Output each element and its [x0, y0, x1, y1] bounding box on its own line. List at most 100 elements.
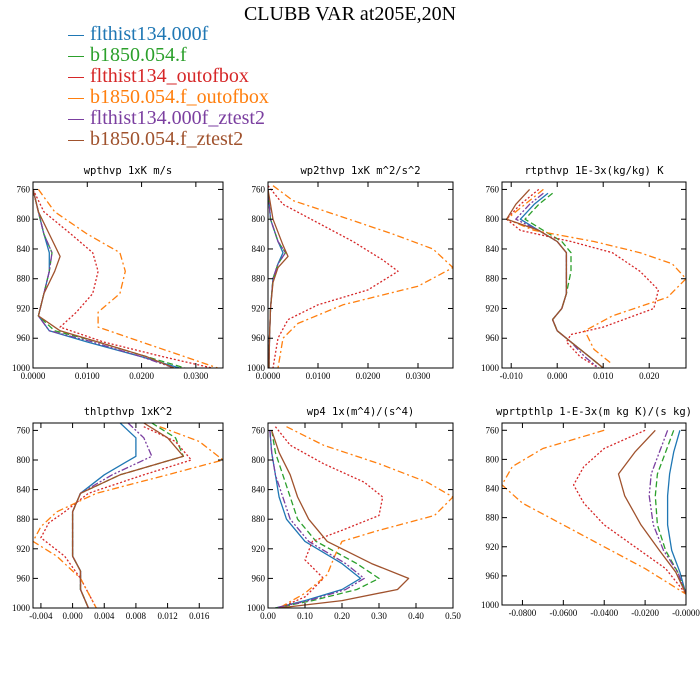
panel-title: wp2thvp 1xK m^2/s^2 [300, 165, 420, 177]
x-tick-label: 0.00 [260, 611, 276, 621]
y-tick-label: 840 [252, 485, 266, 495]
x-tick-label: -0.0600 [549, 608, 577, 618]
y-tick-label: 760 [486, 425, 500, 435]
y-tick-label: 1000 [481, 600, 500, 610]
legend-swatch [68, 76, 84, 78]
x-tick-label: 0.0000 [21, 371, 46, 381]
y-tick-label: 960 [486, 333, 500, 343]
x-tick-label: 0.10 [297, 611, 313, 621]
legend-item: b1850.054.f [68, 45, 269, 66]
panel-title: wpthvp 1xK m/s [84, 165, 173, 177]
chart-panel: wp2thvp 1xK m^2/s^2 0.0000 0.0100 0.0200 0.0… [247, 165, 454, 381]
x-tick-label: -0.0000 [672, 608, 700, 618]
series-line [71, 423, 153, 608]
y-tick-label: 960 [252, 333, 266, 343]
y-tick-label: 800 [252, 455, 266, 465]
y-tick-label: 880 [17, 514, 31, 524]
x-tick-label: 0.0100 [75, 371, 100, 381]
series-line [71, 423, 185, 608]
plot-frame [32, 181, 224, 369]
series-line [617, 429, 686, 595]
x-tick-label: 0.30 [371, 611, 387, 621]
legend-item: b1850.054.f_outofbox [68, 87, 269, 108]
x-tick-label: -0.0200 [631, 608, 659, 618]
legend-label: flthist134.000f_ztest2 [90, 107, 265, 129]
x-tick-label: 0.004 [94, 611, 115, 621]
series-line [502, 429, 686, 595]
legend-swatch [68, 118, 84, 120]
panel-title: wp4 1x(m^4)/(s^4) [307, 406, 414, 418]
legend-swatch [68, 139, 84, 141]
y-tick-label: 920 [17, 544, 31, 554]
series-line [33, 189, 175, 368]
series-group [33, 423, 223, 608]
chart-panel: wpthvp 1xK m/s 0.0000 0.0100 0.0200 0.0300 76… [12, 165, 224, 381]
y-tick-label: 920 [252, 303, 266, 313]
series-group [268, 185, 453, 368]
y-tick-label: 920 [486, 542, 500, 552]
legend: flthist134.000f b1850.054.f flthist134_o… [68, 24, 269, 150]
series-line [33, 189, 186, 368]
legend-label: b1850.054.f_outofbox [90, 86, 269, 108]
plot-frame [267, 181, 454, 369]
y-tick-label: 1000 [247, 363, 266, 373]
chart-panel: wprtpthlp 1-E-3x(m kg K)/(s kg) -0.0800 -0… [481, 406, 700, 618]
series-line [524, 192, 604, 368]
series-line [269, 430, 365, 608]
y-tick-label: 880 [17, 274, 31, 284]
y-tick-label: 800 [486, 454, 500, 464]
series-group [502, 429, 686, 595]
legend-label: b1850.054.f_ztest2 [90, 128, 244, 150]
y-tick-label: 880 [486, 513, 500, 523]
y-tick-label: 760 [17, 184, 31, 194]
series-line [274, 426, 384, 608]
chart-panel: rtpthvp 1E-3x(kg/kg) K -0.010 0.000 0.010 0.… [481, 165, 687, 381]
series-line [654, 430, 686, 595]
panel-title: thlpthvp 1xK^2 [84, 406, 173, 418]
legend-swatch [68, 55, 84, 57]
series-line [33, 189, 213, 368]
series-line [71, 423, 185, 608]
series-line [648, 430, 686, 595]
legend-label: flthist134_outofbox [90, 65, 249, 87]
plot-frame [32, 422, 224, 609]
y-tick-label: 960 [252, 573, 266, 583]
y-tick-label: 1000 [12, 603, 31, 613]
y-tick-label: 760 [252, 184, 266, 194]
y-tick-label: 880 [486, 274, 500, 284]
y-tick-label: 960 [17, 333, 31, 343]
y-tick-label: 1000 [12, 363, 31, 373]
y-tick-label: 960 [17, 573, 31, 583]
series-line [268, 189, 289, 368]
y-tick-label: 760 [17, 425, 31, 435]
panel-title: wprtpthlp 1-E-3x(m kg K)/(s kg) [496, 406, 692, 418]
x-tick-label: 0.0300 [406, 371, 431, 381]
series-line [519, 192, 604, 368]
x-tick-label: 0.0200 [356, 371, 381, 381]
legend-label: b1850.054.f [90, 44, 187, 66]
series-group [33, 189, 218, 368]
plot-frame [267, 422, 454, 609]
y-tick-label: 840 [486, 244, 500, 254]
chart-panel: thlpthvp 1xK^2 -0.004 0.000 0.004 0.008 0.012… [12, 406, 224, 621]
y-tick-label: 880 [252, 274, 266, 284]
series-line [33, 189, 180, 368]
series-line [272, 185, 453, 368]
series-line [271, 430, 410, 608]
legend-item: flthist134.000f_ztest2 [68, 108, 269, 129]
y-tick-label: 840 [252, 244, 266, 254]
y-tick-label: 960 [486, 571, 500, 581]
y-tick-label: 840 [486, 484, 500, 494]
chart-panel: wp4 1x(m^4)/(s^4) 0.00 0.10 0.20 0.30 0.40 0.5… [247, 406, 461, 621]
x-tick-label: -0.004 [29, 611, 53, 621]
x-tick-label: 0.50 [445, 611, 461, 621]
x-tick-label: -0.0800 [509, 608, 537, 618]
y-tick-label: 920 [252, 544, 266, 554]
series-line [505, 188, 660, 368]
y-tick-label: 1000 [481, 363, 500, 373]
x-tick-label: 0.000 [62, 611, 83, 621]
x-tick-label: 0.0200 [129, 371, 154, 381]
figure-title: CLUBB VAR at205E,20N [243, 3, 457, 25]
x-tick-label: 0.012 [157, 611, 177, 621]
